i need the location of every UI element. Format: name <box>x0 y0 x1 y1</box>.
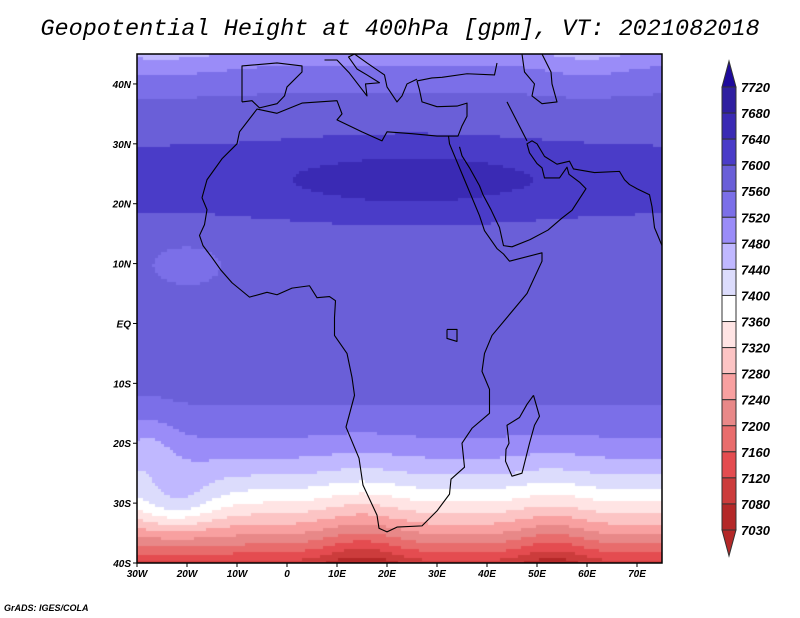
colorbar-label: 7400 <box>741 288 771 303</box>
x-tick-label: 10E <box>328 569 346 580</box>
italy-coastline <box>324 54 381 97</box>
colorbar-box <box>721 164 737 192</box>
y-tick-label: 10N <box>113 260 132 271</box>
colorbar-box <box>721 425 737 453</box>
geopotential-height-field <box>137 54 662 563</box>
colorbar-box <box>721 477 737 505</box>
x-tick-label: 40E <box>477 569 496 580</box>
colorbar-label: 7720 <box>741 80 771 95</box>
x-tick-label: 30W <box>127 569 149 580</box>
colorbar-max-arrow <box>721 59 737 88</box>
x-tick-label: 0 <box>284 569 290 580</box>
y-tick-label: 40N <box>112 80 132 91</box>
plot-title: Geopotential Height at 400hPa [gpm], VT:… <box>40 16 760 43</box>
y-tick-label: 40S <box>112 559 131 570</box>
colorbar-label: 7480 <box>741 236 771 251</box>
colorbar-label: 7520 <box>741 210 771 225</box>
x-tick-label: 30E <box>428 569 446 580</box>
y-tick-label: 30N <box>113 140 132 151</box>
colorbar-label: 7120 <box>741 471 771 486</box>
colorbar-box <box>721 451 737 479</box>
colorbar-box <box>721 503 737 531</box>
x-tick-label: 60E <box>578 569 596 580</box>
x-tick-label: 10W <box>227 569 249 580</box>
colorbar-box <box>721 112 737 140</box>
madagascar-coastline <box>504 395 541 477</box>
x-tick-label: 50E <box>528 569 546 580</box>
colorbar-label: 7030 <box>741 523 771 538</box>
y-tick-label: 20S <box>112 439 131 450</box>
y-tick-label: 30S <box>113 499 131 510</box>
colorbar-box <box>721 347 737 375</box>
iberia-coastline <box>241 62 303 109</box>
caspian-coastline <box>521 54 558 105</box>
colorbar-box <box>721 190 737 218</box>
colorbar-min-arrow <box>721 529 737 558</box>
coastlines <box>198 54 662 533</box>
colorbar-box <box>721 242 737 270</box>
y-tick-label: 20N <box>112 200 132 211</box>
grads-credit: GrADS: IGES/COLA <box>4 603 89 613</box>
colorbar-box <box>721 399 737 427</box>
x-tick-label: 20E <box>377 569 396 580</box>
lake-victoria <box>446 328 458 342</box>
balkan-coastline <box>354 54 418 103</box>
x-tick-label: 20W <box>176 569 199 580</box>
colorbar-label: 7680 <box>741 106 771 121</box>
colorbar-label: 7560 <box>741 184 771 199</box>
colorbar-box <box>721 294 737 323</box>
arabia-coastline <box>458 140 662 248</box>
colorbar-box <box>721 268 737 296</box>
colorbar-label: 7640 <box>741 132 771 147</box>
colorbar-box <box>721 216 737 244</box>
colorbar-label: 7280 <box>741 367 771 382</box>
map-frame <box>136 53 663 564</box>
colorbar-label: 7360 <box>741 315 771 330</box>
colorbar-label: 7160 <box>741 445 771 460</box>
colorbar-label: 7600 <box>741 158 771 173</box>
colorbar-box <box>721 138 737 166</box>
colorbar-label: 7200 <box>741 419 771 434</box>
africa-coastline <box>198 100 543 533</box>
colorbar-label: 7440 <box>741 262 771 277</box>
levant-coastline <box>416 62 498 137</box>
colorbar-label: 7320 <box>741 341 771 356</box>
colorbar-label: 7240 <box>741 393 771 408</box>
colorbar-label: 7080 <box>741 497 771 512</box>
colorbar-box <box>721 373 737 401</box>
iraq-border <box>506 101 528 142</box>
y-tick-label: 10S <box>113 379 131 390</box>
x-tick-label: 70E <box>628 569 646 580</box>
colorbar-box <box>721 86 737 114</box>
y-tick-label: EQ <box>117 319 132 330</box>
colorbar-box <box>721 321 737 349</box>
